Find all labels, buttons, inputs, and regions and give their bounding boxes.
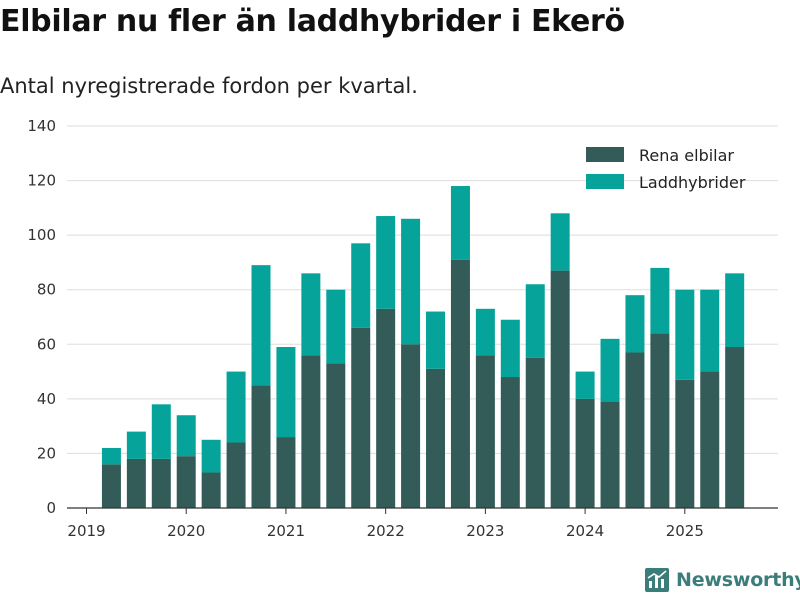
- bar-rena-elbilar: [650, 333, 670, 508]
- legend-swatch-rena-elbilar: [586, 147, 624, 162]
- bar-laddhybrider: [251, 265, 271, 386]
- bar-rena-elbilar: [575, 398, 595, 508]
- bar-rena-elbilar: [401, 344, 421, 508]
- bar-rena-elbilar: [126, 458, 146, 508]
- bar-rena-elbilar: [151, 458, 171, 508]
- chart-title: Elbilar nu fler än laddhybrider i Ekerö: [0, 4, 625, 39]
- y-tick-label: 100: [27, 226, 56, 244]
- bar-laddhybrider: [401, 218, 421, 345]
- y-tick-label: 140: [27, 117, 56, 135]
- bar-rena-elbilar: [201, 472, 221, 508]
- bar-laddhybrider: [525, 284, 545, 358]
- bar-rena-elbilar: [276, 437, 296, 508]
- y-tick-label: 20: [37, 444, 56, 462]
- x-tick-label: 2024: [566, 522, 604, 540]
- bar-laddhybrider: [101, 447, 121, 465]
- legend-label-rena-elbilar: Rena elbilar: [639, 146, 734, 165]
- bar-laddhybrider: [575, 371, 595, 399]
- bar-laddhybrider: [176, 415, 196, 457]
- bar-rena-elbilar: [725, 347, 745, 508]
- x-tick-label: 2025: [666, 522, 704, 540]
- y-tick-label: 80: [37, 281, 56, 299]
- x-tick-label: 2023: [466, 522, 504, 540]
- bar-laddhybrider: [600, 338, 620, 402]
- bar-laddhybrider: [126, 431, 146, 459]
- bar-rena-elbilar: [550, 270, 570, 508]
- bar-rena-elbilar: [675, 379, 695, 508]
- bar-rena-elbilar: [101, 464, 121, 508]
- bar-rena-elbilar: [326, 363, 346, 508]
- bar-rena-elbilar: [376, 308, 396, 508]
- chart-subtitle: Antal nyregistrerade fordon per kvartal.: [0, 74, 418, 98]
- bar-laddhybrider: [725, 273, 745, 348]
- bar-laddhybrider: [426, 311, 446, 369]
- bar-rena-elbilar: [426, 368, 446, 508]
- bars: [101, 186, 745, 508]
- legend-label-laddhybrider: Laddhybrider: [639, 173, 746, 192]
- bar-laddhybrider: [376, 216, 396, 309]
- bar-laddhybrider: [650, 267, 670, 334]
- legend-swatch-laddhybrider: [586, 174, 624, 189]
- bar-laddhybrider: [276, 347, 296, 438]
- y-tick-label: 120: [27, 172, 56, 190]
- newsworthy-logo-icon: [645, 568, 669, 592]
- bar-rena-elbilar: [251, 385, 271, 508]
- bar-laddhybrider: [700, 289, 720, 372]
- bar-laddhybrider: [226, 371, 246, 443]
- bar-rena-elbilar: [525, 357, 545, 508]
- bar-laddhybrider: [625, 295, 645, 353]
- y-tick-label: 0: [46, 499, 56, 517]
- bar-rena-elbilar: [625, 352, 645, 508]
- bar-rena-elbilar: [500, 377, 520, 508]
- bar-laddhybrider: [351, 243, 371, 328]
- y-tick-label: 60: [37, 335, 56, 353]
- bar-laddhybrider: [475, 308, 495, 356]
- y-tick-label: 40: [37, 390, 56, 408]
- x-tick-label: 2021: [267, 522, 305, 540]
- bar-rena-elbilar: [351, 327, 371, 508]
- brand-logo: Newsworthy: [645, 568, 800, 592]
- bar-rena-elbilar: [600, 401, 620, 508]
- bar-laddhybrider: [675, 289, 695, 380]
- bar-rena-elbilar: [450, 259, 470, 508]
- bar-rena-elbilar: [226, 442, 246, 508]
- bar-rena-elbilar: [176, 456, 196, 508]
- bar-laddhybrider: [151, 404, 171, 459]
- x-tick-label: 2022: [367, 522, 405, 540]
- brand-name: Newsworthy: [676, 569, 800, 591]
- bar-laddhybrider: [450, 186, 470, 260]
- legend: Rena elbilar Laddhybrider: [586, 146, 746, 192]
- axes: 0 20 40 60 80 100 120 140 2019 2020 2021 2022 2023 20…: [27, 117, 778, 540]
- bar-laddhybrider: [550, 213, 570, 271]
- x-tick-label: 2019: [67, 522, 105, 540]
- bar-rena-elbilar: [700, 371, 720, 508]
- bar-rena-elbilar: [301, 355, 321, 508]
- bar-laddhybrider: [500, 319, 520, 378]
- bar-rena-elbilar: [475, 355, 495, 508]
- x-tick-label: 2020: [167, 522, 205, 540]
- bar-laddhybrider: [201, 439, 221, 473]
- bar-laddhybrider: [301, 273, 321, 356]
- bar-laddhybrider: [326, 289, 346, 364]
